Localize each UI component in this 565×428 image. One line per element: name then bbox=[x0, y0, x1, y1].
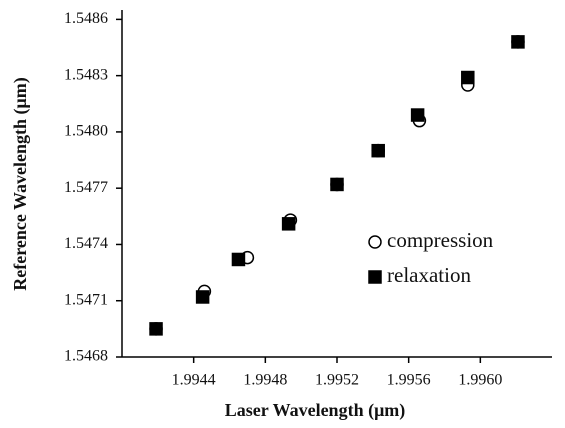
point bbox=[461, 70, 475, 85]
y-tick-label: 1.5483 bbox=[64, 66, 108, 83]
y-tick-label: 1.5480 bbox=[64, 123, 108, 140]
y-tick-label: 1.5486 bbox=[64, 10, 108, 27]
y-axis-title: Reference Wavelength (μm) bbox=[10, 77, 31, 290]
y-tick-label: 1.5468 bbox=[64, 348, 108, 365]
x-tick-label: 1.9952 bbox=[315, 372, 359, 389]
point bbox=[281, 217, 296, 231]
x-tick-label: 1.9944 bbox=[172, 372, 216, 389]
legend-label: compression bbox=[387, 228, 494, 252]
point bbox=[511, 35, 525, 49]
point bbox=[330, 177, 344, 192]
x-tick-label: 1.9956 bbox=[387, 372, 431, 389]
point bbox=[371, 143, 385, 158]
legend-label: relaxation bbox=[387, 263, 471, 287]
y-tick-label: 1.5477 bbox=[64, 179, 108, 196]
point bbox=[195, 290, 210, 304]
x-tick-label: 1.9948 bbox=[243, 372, 287, 389]
y-tick-label: 1.5474 bbox=[64, 235, 108, 252]
point bbox=[149, 322, 163, 336]
x-tick-label: 1.9960 bbox=[458, 372, 502, 389]
point bbox=[231, 252, 246, 267]
legend-marker bbox=[368, 235, 382, 249]
y-tick-label: 1.5471 bbox=[64, 291, 108, 308]
point bbox=[410, 108, 425, 122]
x-axis-title: Laser Wavelength (μm) bbox=[225, 400, 406, 421]
legend-marker bbox=[368, 270, 382, 284]
